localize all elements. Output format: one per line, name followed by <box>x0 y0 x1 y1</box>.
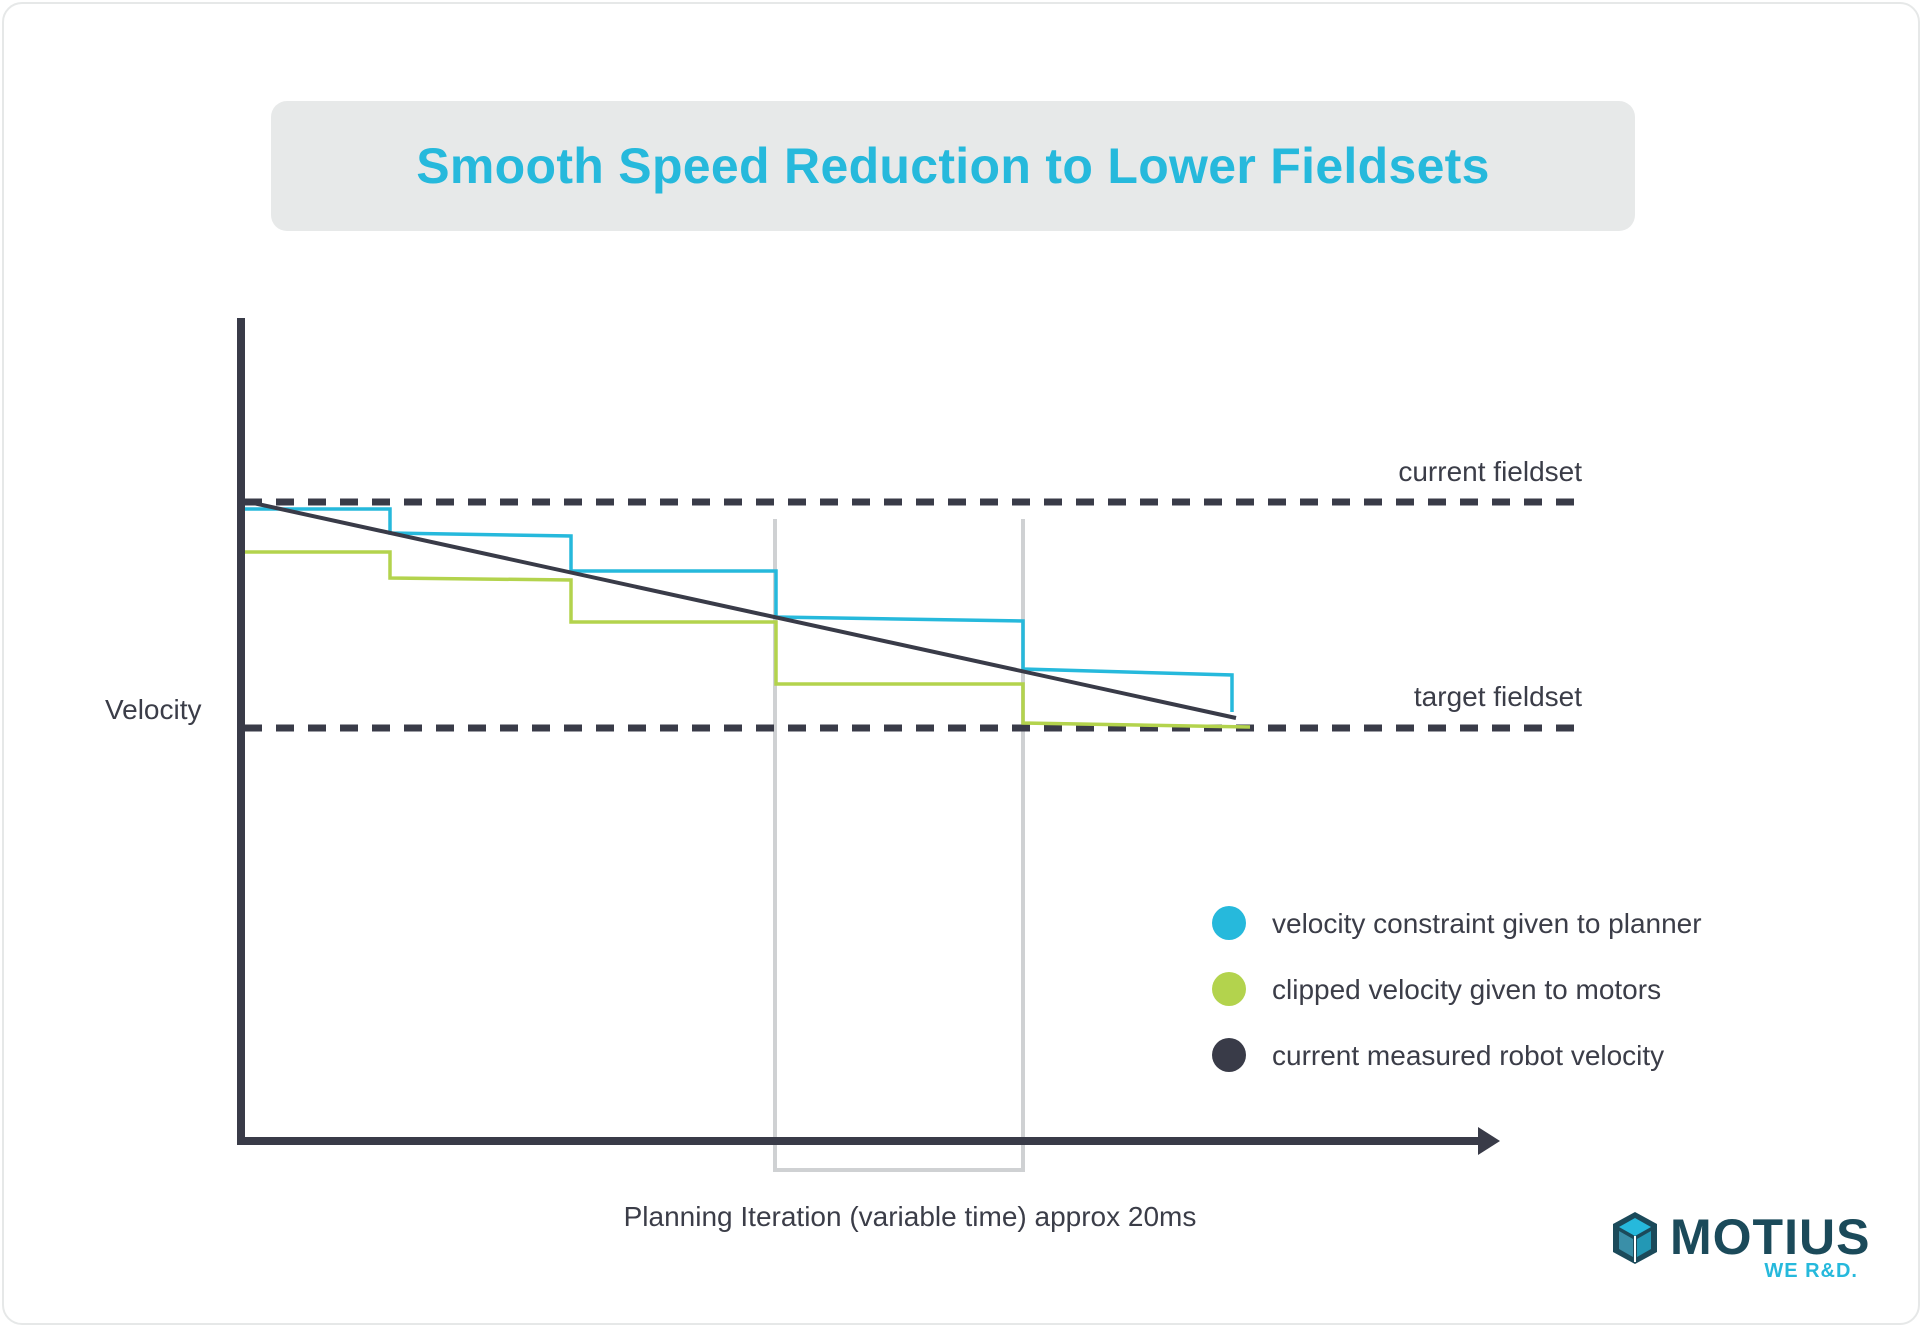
logo-wordmark: MOTIUS <box>1670 1209 1871 1265</box>
title-banner: Smooth Speed Reduction to Lower Fieldset… <box>271 101 1635 231</box>
legend-label-clipped: clipped velocity given to motors <box>1272 974 1662 1005</box>
logo-tagline: WE R&D. <box>1764 1260 1858 1282</box>
legend-dot-clipped <box>1212 972 1246 1006</box>
legend-label-constraint: velocity constraint given to planner <box>1272 908 1702 939</box>
legend-label-measured: current measured robot velocity <box>1272 1040 1665 1071</box>
velocity-constraint-series <box>244 507 1234 712</box>
legend-dot-measured <box>1212 1038 1246 1072</box>
motius-cube-icon <box>1613 1212 1657 1264</box>
x-axis-label: Planning Iteration (variable time) appro… <box>624 1201 1197 1232</box>
x-axis-arrowhead <box>1478 1127 1500 1155</box>
current-fieldset-label: current fieldset <box>1398 456 1582 487</box>
diagram-title: Smooth Speed Reduction to Lower Fieldset… <box>416 138 1490 194</box>
target-fieldset-label: target fieldset <box>1414 681 1582 712</box>
clipped-velocity-series <box>244 550 1251 729</box>
motius-logo: MOTIUS WE R&D. <box>1610 1209 1871 1284</box>
iteration-bracket <box>773 519 1025 1172</box>
measured-velocity-series <box>243 499 1237 720</box>
y-axis-label: Velocity <box>105 694 202 725</box>
legend-dot-constraint <box>1212 906 1246 940</box>
